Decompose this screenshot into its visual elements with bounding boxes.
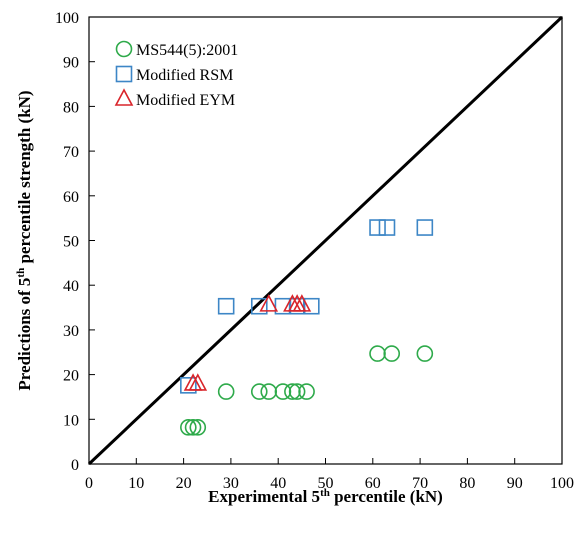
- x-axis-title-main: Experimental 5: [208, 487, 320, 506]
- x-tick-label: 100: [550, 475, 574, 492]
- circle-point: [274, 383, 292, 400]
- series-triangle: [183, 294, 312, 391]
- square-point: [369, 219, 386, 236]
- reference-line-layer: [87, 15, 564, 466]
- square-point: [180, 377, 197, 394]
- x-tick-label: 50: [318, 475, 334, 492]
- legend-item: MS544(5):2001: [115, 40, 238, 59]
- circle-point: [284, 383, 301, 400]
- y-tick-label: 20: [63, 368, 79, 385]
- legend: MS544(5):2001 Modified RSM Modified EYM: [114, 40, 238, 109]
- y-tick-label: 70: [63, 144, 79, 161]
- circle-point: [250, 383, 268, 400]
- circle-point: [383, 345, 401, 362]
- circle-point: [298, 383, 315, 400]
- triangle-point: [292, 294, 312, 312]
- circle-point: [416, 345, 434, 362]
- tick-marks: 0 10 20 30 40 50 60 70 80 90 100 0 10 20 30 40 50 60 70 80 9…: [55, 10, 574, 492]
- x-axis-title-rest: percentile (kN): [330, 487, 443, 506]
- legend-circle-marker: [115, 40, 133, 58]
- legend-triangle-marker: [114, 88, 134, 106]
- triangle-point: [259, 294, 279, 312]
- y-axis-title: Predictions of 5th percentile strength (…: [15, 90, 34, 390]
- circle-point: [189, 419, 207, 436]
- x-tick-label: 10: [128, 475, 144, 492]
- x-tick-label: 30: [223, 475, 239, 492]
- square-point: [217, 297, 235, 315]
- y-tick-label: 90: [63, 55, 79, 72]
- x-tick-label: 70: [412, 475, 428, 492]
- legend-square-marker: [115, 65, 133, 83]
- data-points: [180, 219, 434, 436]
- legend-label: MS544(5):2001: [136, 42, 238, 59]
- circle-point: [217, 383, 235, 400]
- square-point: [378, 219, 396, 236]
- y-tick-label: 100: [55, 10, 79, 27]
- circle-point: [260, 383, 278, 400]
- y-tick-label: 40: [63, 278, 79, 295]
- x-tick-label: 40: [270, 475, 286, 492]
- x-tick-label: 60: [365, 475, 381, 492]
- square-point: [303, 297, 320, 315]
- triangle-point: [188, 373, 208, 391]
- legend-item: Modified RSM: [115, 65, 233, 84]
- x-tick-label: 20: [176, 475, 192, 492]
- legend-item: Modified EYM: [114, 88, 235, 109]
- y-tick-label: 10: [63, 412, 79, 429]
- one-to-one-line: [87, 15, 564, 466]
- x-tick-label: 90: [507, 475, 523, 492]
- x-tick-label: 0: [85, 475, 93, 492]
- y-tick-label: 50: [63, 234, 79, 251]
- circle-point: [288, 383, 306, 400]
- square-point: [416, 219, 434, 236]
- legend-label: Modified EYM: [136, 92, 235, 109]
- y-tick-label: 0: [71, 457, 79, 474]
- x-axis-title-sup: th: [320, 487, 330, 499]
- series-square: [180, 219, 434, 394]
- x-axis-title: Experimental 5th percentile (kN): [208, 487, 443, 506]
- y-tick-label: 80: [63, 99, 79, 116]
- circle-point: [180, 419, 197, 436]
- series-circle: [180, 345, 434, 436]
- legend-label: Modified RSM: [136, 67, 233, 84]
- circle-point: [369, 345, 386, 362]
- y-axis-title-sup: th: [15, 268, 27, 278]
- square-point: [274, 297, 292, 315]
- y-tick-label: 30: [63, 323, 79, 340]
- x-tick-label: 80: [459, 475, 475, 492]
- y-axis-title-rest: percentile strength (kN): [15, 90, 34, 267]
- circle-point: [184, 419, 202, 436]
- y-axis-title-main: Predictions of 5: [15, 278, 34, 391]
- y-tick-label: 60: [63, 189, 79, 206]
- square-point: [250, 297, 268, 315]
- square-point: [288, 297, 306, 315]
